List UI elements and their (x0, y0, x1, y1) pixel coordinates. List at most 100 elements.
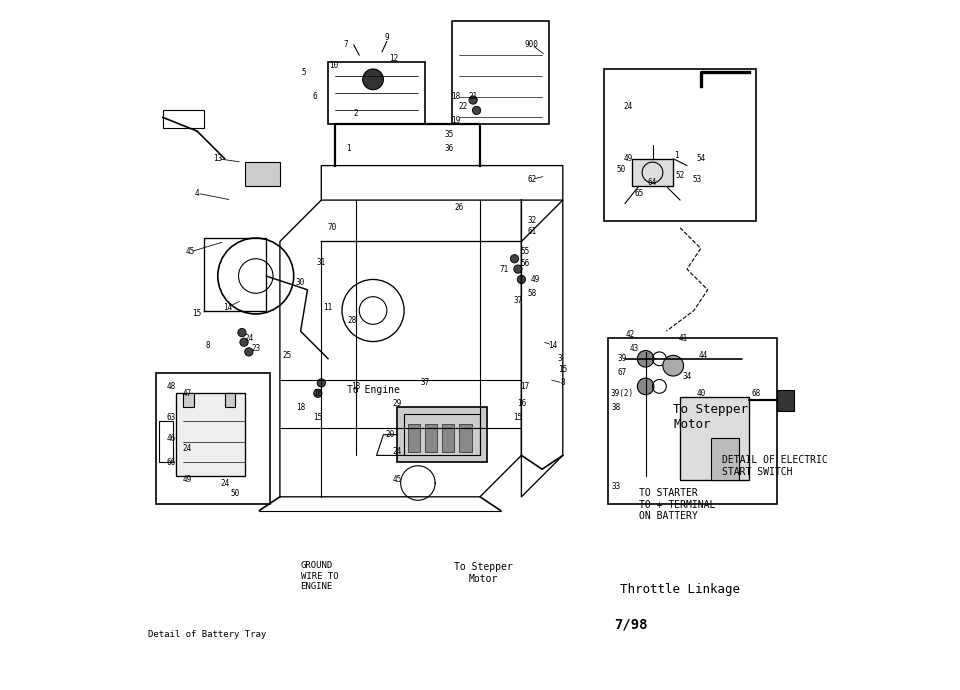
Text: 31: 31 (317, 257, 326, 267)
Bar (162, 110, 204, 128)
Text: 38: 38 (612, 402, 620, 412)
Circle shape (469, 96, 477, 104)
Text: 8: 8 (205, 340, 210, 350)
Text: To Stepper
Motor: To Stepper Motor (454, 562, 513, 584)
Bar (397, 407, 487, 462)
Text: 21: 21 (468, 92, 478, 101)
Text: 46: 46 (167, 433, 177, 443)
Text: 55: 55 (520, 247, 530, 257)
Text: 18: 18 (451, 92, 461, 101)
Text: 15: 15 (514, 413, 522, 422)
Circle shape (514, 265, 522, 273)
Text: 37: 37 (420, 378, 429, 388)
Text: 67: 67 (617, 368, 627, 377)
Circle shape (517, 275, 525, 284)
Text: 8: 8 (561, 378, 565, 388)
Text: 3: 3 (557, 354, 562, 364)
Text: 41: 41 (678, 333, 687, 343)
Text: 19: 19 (451, 116, 461, 126)
Text: 24: 24 (220, 478, 229, 488)
Bar (442, 424, 454, 452)
Text: 70: 70 (327, 223, 336, 233)
Text: 49: 49 (624, 154, 633, 164)
Text: 5: 5 (301, 68, 306, 77)
Circle shape (637, 378, 654, 395)
Bar (225, 393, 235, 407)
Bar (159, 421, 173, 462)
Bar (711, 438, 739, 480)
Circle shape (238, 328, 246, 337)
Text: 15: 15 (313, 413, 323, 422)
Text: 64: 64 (648, 178, 658, 188)
Text: 36: 36 (444, 144, 453, 153)
Text: 7/98: 7/98 (614, 618, 648, 631)
Text: 20: 20 (386, 430, 395, 440)
Text: 54: 54 (696, 154, 706, 164)
Text: 44: 44 (699, 351, 708, 360)
Text: 42: 42 (626, 330, 636, 339)
Text: 53: 53 (693, 175, 702, 184)
Text: 43: 43 (630, 344, 639, 353)
Text: 23: 23 (252, 344, 260, 353)
Text: 12: 12 (389, 54, 398, 63)
Text: 15: 15 (192, 309, 202, 319)
Bar (246, 162, 280, 186)
Text: 13: 13 (213, 154, 223, 164)
Text: 56: 56 (520, 259, 530, 268)
Text: To Engine: To Engine (347, 385, 399, 395)
Text: 66: 66 (167, 457, 177, 467)
Bar (777, 390, 794, 411)
Text: 15: 15 (558, 364, 567, 374)
Text: 52: 52 (676, 171, 684, 181)
Text: 65: 65 (634, 188, 643, 198)
Text: 45: 45 (393, 475, 402, 484)
Text: 26: 26 (455, 202, 464, 212)
Text: 48: 48 (167, 382, 177, 391)
Text: 32: 32 (527, 216, 537, 226)
Text: TO STARTER: TO STARTER (638, 489, 698, 498)
Text: 11: 11 (324, 302, 333, 312)
Text: 40: 40 (696, 388, 706, 398)
Circle shape (317, 379, 325, 387)
Text: 68: 68 (752, 388, 760, 398)
Text: 24: 24 (393, 447, 402, 457)
Text: 14: 14 (548, 340, 557, 350)
Text: 18: 18 (351, 382, 360, 391)
Text: 45: 45 (185, 247, 195, 257)
Text: 14: 14 (224, 302, 232, 312)
Text: 22: 22 (458, 102, 468, 112)
Text: TO + TERMINAL
ON BATTERY: TO + TERMINAL ON BATTERY (638, 500, 715, 522)
Text: 37: 37 (514, 295, 522, 305)
Bar (156, 373, 270, 504)
Bar (183, 393, 194, 407)
Text: 17: 17 (520, 382, 530, 391)
Text: 10: 10 (329, 61, 338, 70)
Text: 16: 16 (516, 399, 526, 408)
Circle shape (511, 255, 518, 263)
Text: 35: 35 (444, 130, 453, 139)
Text: 4: 4 (195, 188, 200, 198)
Bar (328, 62, 425, 124)
Circle shape (472, 106, 481, 115)
Bar (408, 424, 420, 452)
Text: 58: 58 (527, 288, 537, 298)
Text: 18: 18 (296, 402, 305, 412)
Text: 6: 6 (312, 92, 317, 101)
Circle shape (637, 351, 654, 367)
Text: 24: 24 (182, 444, 191, 453)
Text: 28: 28 (348, 316, 357, 326)
Bar (604, 69, 756, 221)
Text: 61: 61 (527, 226, 537, 236)
Text: DETAIL OF ELECTRIC
START SWITCH: DETAIL OF ELECTRIC START SWITCH (722, 455, 828, 477)
Text: 47: 47 (182, 388, 191, 398)
Text: 34: 34 (683, 371, 691, 381)
Text: 50: 50 (617, 164, 626, 174)
Text: 1: 1 (674, 150, 679, 160)
Text: 39(2): 39(2) (611, 388, 634, 398)
Circle shape (314, 389, 322, 397)
Text: 16: 16 (313, 388, 323, 398)
Text: 25: 25 (282, 351, 292, 360)
Text: Throttle Linkage: Throttle Linkage (620, 584, 740, 596)
Text: 29: 29 (393, 399, 402, 408)
Text: 50: 50 (230, 489, 240, 498)
